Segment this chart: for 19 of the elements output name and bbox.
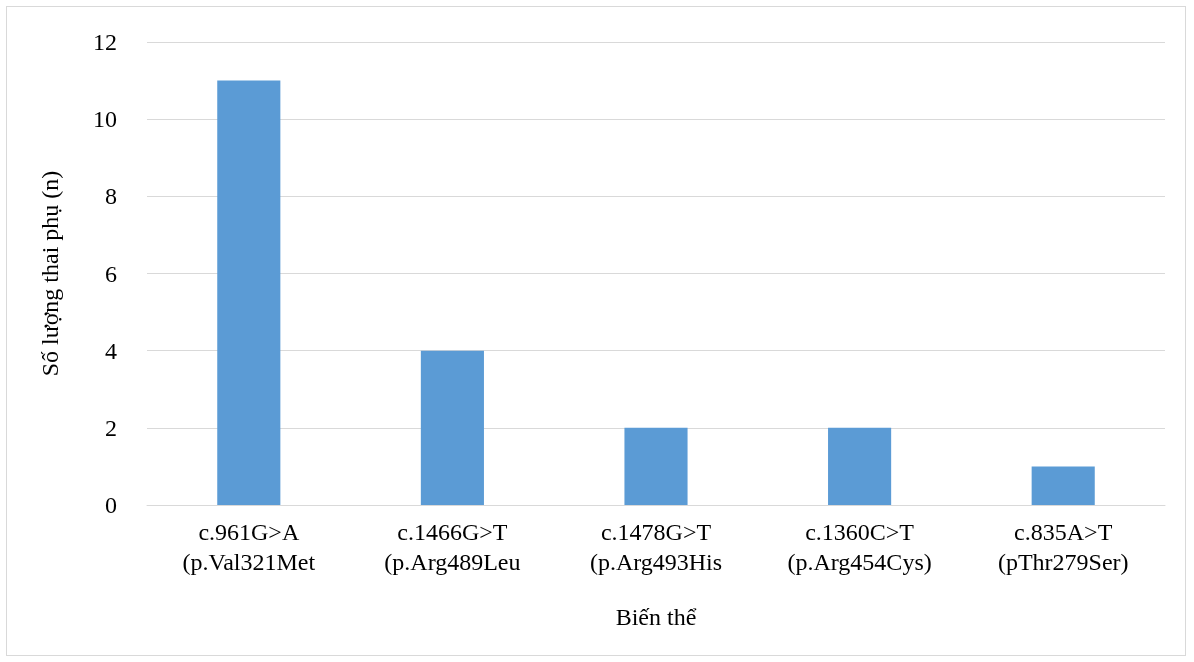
bar — [1031, 466, 1095, 505]
bar — [420, 350, 484, 505]
y-tick-label: 8 — [105, 183, 117, 210]
y-tick-label: 12 — [93, 29, 117, 55]
x-tick-label: c.835A>T (pThr279Ser) — [997, 519, 1129, 575]
y-tick-label: 4 — [105, 337, 117, 364]
y-tick-label: 0 — [105, 492, 117, 518]
bar — [624, 427, 688, 505]
x-tick-label: c.1478G>T (p.Arg493His — [589, 519, 723, 575]
y-tick-label: 6 — [105, 260, 117, 287]
bar — [217, 80, 281, 505]
bar — [828, 427, 892, 505]
x-axis-title: Biến thể — [615, 604, 697, 630]
y-tick-label: 2 — [105, 414, 117, 441]
x-tick-label: c.1466G>T (p.Arg489Leu — [384, 519, 521, 575]
y-tick-label: 10 — [93, 106, 117, 133]
x-tick-label: c.961G>A (p.Val321Met — [182, 519, 316, 575]
y-axis-title: Số lượng thai phụ (n) — [37, 170, 63, 377]
x-tick-label: c.1360C>T (p.Arg454Cys) — [787, 519, 932, 575]
